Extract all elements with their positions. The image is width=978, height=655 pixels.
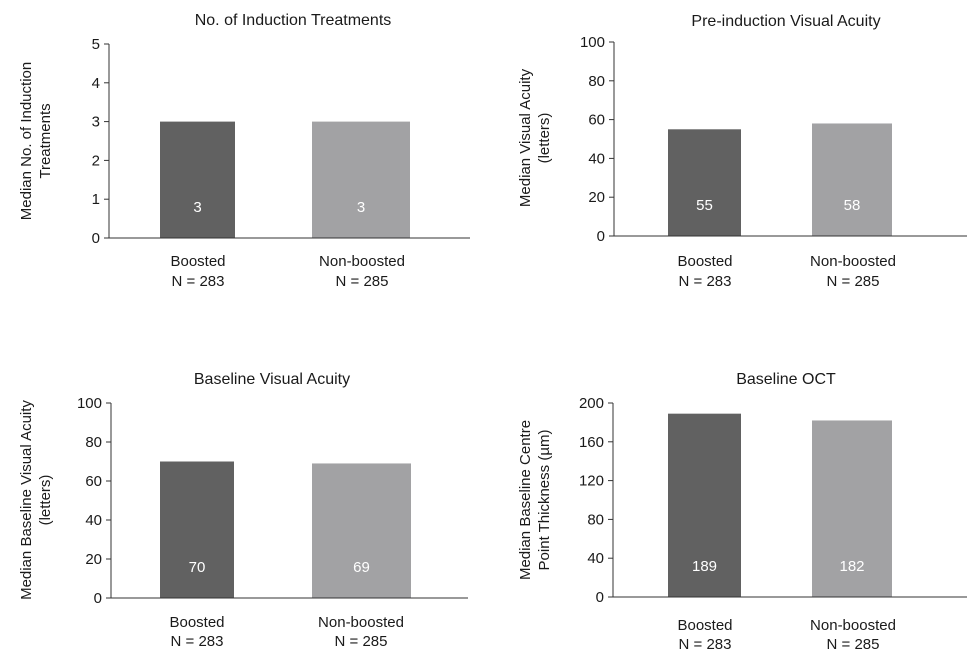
y-axis-label: Median No. of Induction Treatments [18, 62, 54, 220]
y-tick-label: 0 [94, 590, 102, 607]
chart-title: Baseline OCT [736, 371, 836, 388]
bar-1 [668, 413, 741, 597]
bar-value-label: 58 [844, 197, 861, 214]
y-tick-label: 120 [579, 473, 604, 490]
x-category-label: Boosted [677, 253, 732, 270]
y-axis-label: Median Visual Acuity (letters) [517, 68, 553, 207]
y-tick-label: 20 [588, 189, 605, 206]
x-category-label: Boosted [169, 614, 224, 631]
y-tick-label: 20 [85, 551, 102, 568]
chart-panel-2: Pre-induction Visual Acuity Median Visual… [517, 13, 967, 290]
chart-panel-3: Baseline Visual Acuity Median Baseline Vi… [18, 371, 468, 650]
y-tick-label: 60 [85, 473, 102, 490]
x-category-count: N = 283 [679, 273, 732, 290]
y-tick-label: 100 [77, 395, 102, 412]
chart-title: No. of Induction Treatments [195, 12, 392, 29]
bar-value-label: 70 [189, 559, 206, 576]
chart-panel-1: No. of Induction Treatments Median No. of… [18, 12, 470, 290]
bar-2 [312, 463, 411, 598]
bar-value-label: 69 [353, 559, 370, 576]
y-tick-label: 200 [579, 395, 604, 412]
y-tick-label: 100 [580, 34, 605, 51]
x-category-count: N = 285 [827, 273, 880, 290]
x-category-count: N = 283 [172, 273, 225, 290]
y-tick-label: 40 [588, 150, 605, 167]
x-category-label: Non-boosted [810, 253, 896, 270]
x-category-label: Non-boosted [810, 617, 896, 634]
bar-2 [812, 123, 892, 236]
x-category-count: N = 285 [335, 633, 388, 650]
bar-2 [312, 121, 410, 238]
bar-value-label: 3 [193, 199, 201, 216]
bar-value-label: 55 [696, 197, 713, 214]
y-tick-label: 80 [85, 434, 102, 451]
y-tick-label: 1 [92, 191, 100, 208]
y-tick-label: 160 [579, 434, 604, 451]
y-tick-label: 0 [596, 589, 604, 606]
y-tick-label: 5 [92, 36, 100, 53]
y-axis-label: Median Baseline Centre Point Thickness (µ… [517, 420, 553, 580]
bar-value-label: 189 [692, 558, 717, 575]
y-tick-label: 0 [597, 228, 605, 245]
x-category-label: Non-boosted [319, 253, 405, 270]
y-tick-label: 60 [588, 112, 605, 129]
y-tick-label: 3 [92, 114, 100, 131]
y-tick-label: 80 [587, 511, 604, 528]
bar-2 [812, 420, 892, 597]
y-tick-label: 40 [587, 550, 604, 567]
chart-panel-4: Baseline OCT Median Baseline Centre Point … [517, 371, 967, 653]
bar-value-label: 182 [839, 558, 864, 575]
y-axis-label: Median Baseline Visual Acuity (letters) [18, 400, 54, 600]
x-category-label: Boosted [170, 253, 225, 270]
bar-1 [668, 129, 741, 236]
bar-1 [160, 121, 235, 238]
y-tick-label: 4 [92, 75, 100, 92]
x-category-count: N = 285 [336, 273, 389, 290]
y-tick-label: 2 [92, 152, 100, 169]
y-tick-label: 80 [588, 73, 605, 90]
x-category-count: N = 283 [171, 633, 224, 650]
bar-value-label: 3 [357, 199, 365, 216]
y-tick-label: 0 [92, 230, 100, 247]
chart-title: Baseline Visual Acuity [194, 371, 350, 388]
x-category-label: Non-boosted [318, 614, 404, 631]
x-category-count: N = 283 [679, 636, 732, 653]
chart-title: Pre-induction Visual Acuity [691, 13, 880, 30]
bar-1 [160, 461, 234, 598]
x-category-count: N = 285 [827, 636, 880, 653]
x-category-label: Boosted [677, 617, 732, 634]
y-tick-label: 40 [85, 512, 102, 529]
